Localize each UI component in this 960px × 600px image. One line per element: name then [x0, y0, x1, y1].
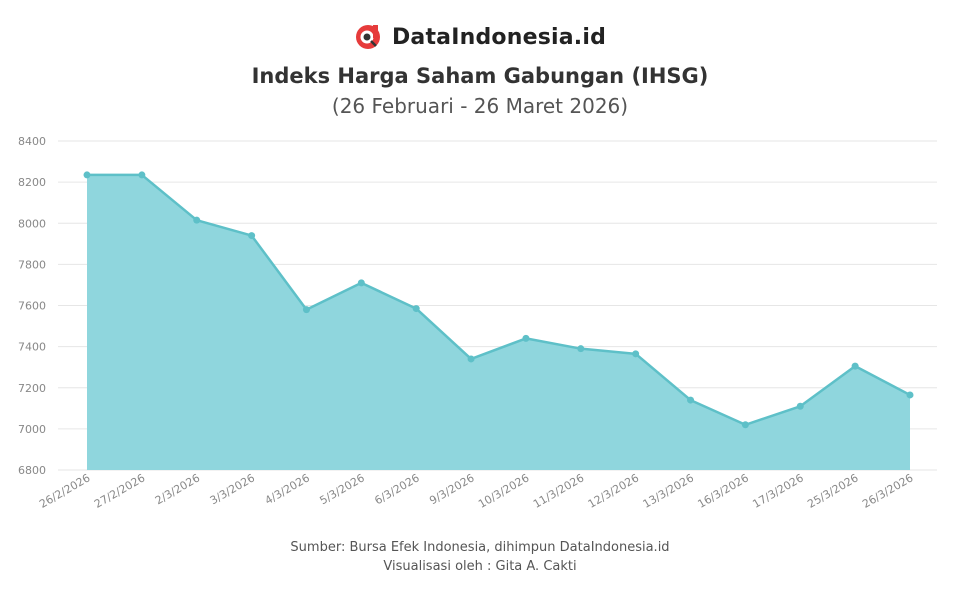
x-tick-label: 12/3/2026 [586, 471, 641, 510]
brand-name: DataIndonesia.id [391, 24, 607, 50]
series-area [87, 174, 910, 470]
series-line [87, 173, 911, 427]
data-point [741, 421, 749, 429]
x-tick-label: 17/3/2026 [750, 471, 805, 510]
y-tick-label: 7600 [18, 300, 46, 313]
data-point [467, 355, 475, 363]
data-point [906, 391, 914, 399]
x-tick-label: 25/3/2026 [805, 471, 860, 510]
data-point [138, 171, 146, 179]
data-point [193, 216, 201, 224]
x-tick-label: 6/3/2026 [372, 471, 421, 507]
credit-note: Visualisasi oleh : Gita A. Cakti [383, 559, 577, 574]
x-tick-label: 26/3/2026 [860, 471, 915, 510]
brand-header: DataIndonesia.id [0, 20, 960, 54]
x-tick-label: 2/3/2026 [153, 471, 202, 507]
data-point [851, 362, 859, 370]
chart-title: Indeks Harga Saham Gabungan (IHSG) [251, 64, 709, 88]
x-tick-label: 9/3/2026 [427, 471, 476, 507]
y-tick-label: 7400 [18, 341, 46, 354]
x-tick-label: 27/2/2026 [92, 471, 147, 510]
dataindonesia-logo-icon [355, 25, 380, 49]
y-tick-label: 8400 [18, 135, 46, 148]
data-point [83, 171, 91, 179]
data-point [577, 345, 585, 353]
x-tick-label: 11/3/2026 [531, 471, 586, 510]
data-point [412, 305, 420, 313]
y-tick-label: 7800 [18, 258, 46, 271]
data-point [632, 350, 640, 358]
data-point [248, 232, 256, 240]
x-tick-label: 10/3/2026 [476, 471, 531, 510]
source-note: Sumber: Bursa Efek Indonesia, dihimpun D… [290, 540, 670, 555]
x-tick-label: 13/3/2026 [641, 471, 696, 510]
data-point [522, 334, 530, 342]
x-tick-label: 5/3/2026 [318, 471, 367, 507]
data-point [302, 306, 310, 314]
x-tick-label: 3/3/2026 [208, 471, 257, 507]
y-tick-label: 6800 [18, 464, 46, 477]
y-tick-label: 7000 [18, 423, 46, 436]
data-point [796, 402, 804, 410]
y-tick-label: 7200 [18, 382, 46, 395]
y-tick-label: 8200 [18, 176, 46, 189]
y-tick-label: 8000 [18, 217, 46, 230]
chart-subtitle: (26 Februari - 26 Maret 2026) [331, 94, 629, 118]
x-tick-label: 16/3/2026 [696, 471, 751, 510]
data-point [357, 279, 365, 287]
x-tick-label: 26/2/2026 [37, 471, 92, 510]
x-tick-label: 4/3/2026 [263, 471, 312, 507]
data-point [687, 396, 695, 404]
